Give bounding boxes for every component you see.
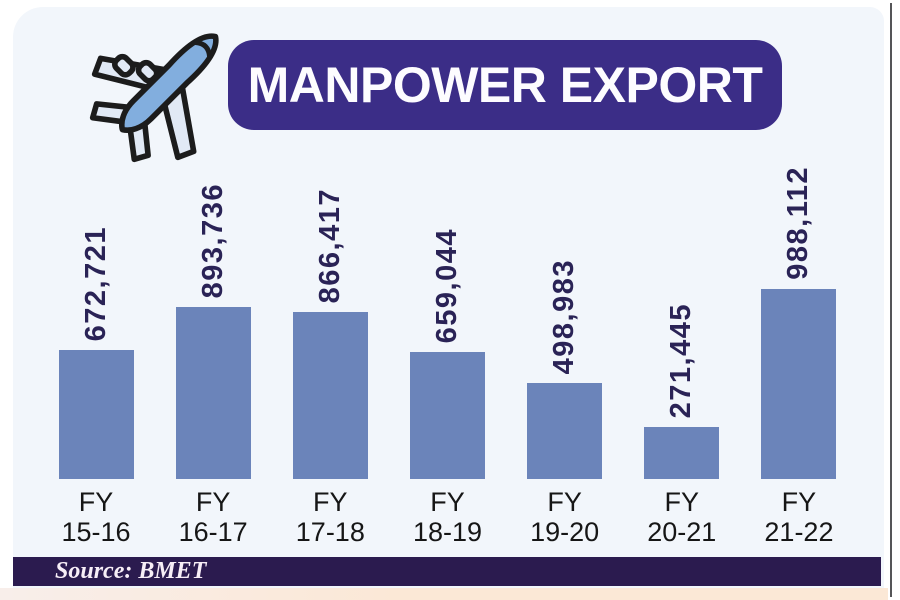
bar-chart: 672,721 FY 15-16 893,736 FY 16-17 866,417 FY 17-… — [45, 140, 850, 548]
bar-column: 498,983 FY 19-20 — [514, 140, 616, 548]
bar-value-label: 659,044 — [430, 227, 463, 343]
airplane-icon — [89, 33, 219, 163]
bar-value-label: 893,736 — [196, 182, 229, 298]
category-label: FY 19-20 — [530, 487, 600, 547]
bar — [175, 307, 251, 479]
category-label: FY 17-18 — [295, 487, 365, 547]
bar-column: 893,736 FY 16-17 — [162, 140, 264, 548]
bottom-strip — [0, 588, 888, 600]
bar — [58, 350, 134, 479]
bar-column: 659,044 FY 18-19 — [396, 140, 498, 548]
category-label: FY 15-16 — [61, 487, 131, 547]
bar-column: 866,417 FY 17-18 — [279, 140, 381, 548]
bar-column: 672,721 FY 15-16 — [45, 140, 147, 548]
bar-value-label: 866,417 — [313, 187, 346, 303]
bar — [761, 289, 837, 479]
bar — [644, 427, 720, 479]
category-label: FY 16-17 — [178, 487, 248, 547]
bar — [292, 312, 368, 479]
bar — [527, 383, 603, 479]
title-banner: MANPOWER EXPORT — [228, 40, 782, 130]
bar-value-label: 672,721 — [79, 225, 112, 341]
bar-column: 271,445 FY 20-21 — [631, 140, 733, 548]
category-label: FY 20-21 — [647, 487, 717, 547]
bar-column: 988,112 FY 21-22 — [748, 140, 850, 548]
source-bar: Source: BMET — [13, 557, 881, 586]
bar-value-label: 271,445 — [665, 302, 698, 418]
category-label: FY 21-22 — [764, 487, 834, 547]
category-label: FY 18-19 — [412, 487, 482, 547]
bar-value-label: 498,983 — [548, 258, 581, 374]
bar — [409, 352, 485, 479]
source-label: Source: BMET — [55, 558, 207, 584]
bar-value-label: 988,112 — [782, 166, 815, 280]
page-title: MANPOWER EXPORT — [247, 57, 763, 113]
right-border-line — [890, 3, 892, 597]
